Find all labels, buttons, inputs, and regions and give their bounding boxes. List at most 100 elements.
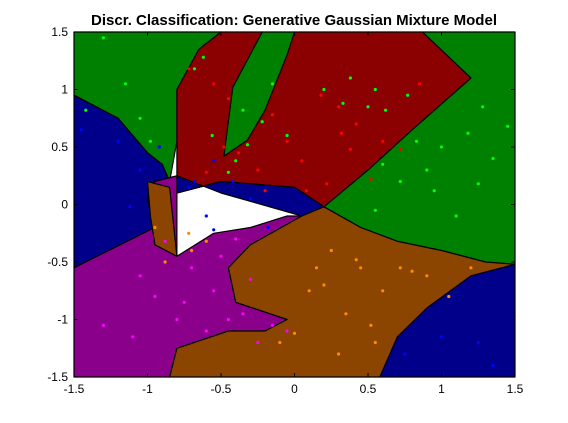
data-point [116,139,120,143]
data-point [481,105,485,109]
data-point [369,323,373,327]
data-point [307,289,311,293]
data-point [403,352,407,356]
data-point [190,266,194,270]
data-point [187,231,191,235]
x-tick-label: 0 [291,382,298,396]
data-point [439,335,444,339]
data-point [219,254,223,258]
y-tick-label: -0.5 [47,255,68,269]
data-point [314,266,319,270]
data-point [354,122,358,126]
decision-regions [73,31,516,378]
data-point [231,179,235,184]
data-point [344,312,348,316]
data-point [263,189,267,193]
data-point [234,237,238,241]
data-point [131,335,135,339]
data-point [285,139,289,143]
data-point [237,151,241,155]
x-tick-label: 1 [438,382,445,396]
data-point [292,331,297,335]
data-point [204,239,208,243]
data-point [491,156,495,161]
data-point [175,317,179,322]
data-point [138,116,142,120]
data-point [491,363,495,368]
data-point [322,87,326,92]
data-point [476,340,480,345]
x-tick-label: -1 [142,382,153,396]
data-point [201,55,205,59]
data-point [260,120,264,124]
data-point [226,97,230,101]
region-red [176,31,472,208]
data-point [270,82,275,86]
data-point [212,82,216,86]
data-point [476,182,480,186]
data-point [187,67,191,71]
x-tick-label: 0.5 [360,382,377,396]
data-point [256,340,260,345]
data-points [79,36,510,368]
data-point [506,124,510,128]
data-point [163,239,167,243]
data-point [348,76,352,80]
data-point [222,145,226,149]
data-point [447,294,451,299]
data-point [163,260,167,264]
data-point [366,105,370,109]
data-point [190,248,194,253]
x-tick-label: -1.5 [64,382,85,396]
data-point [341,101,345,105]
data-point [381,139,385,143]
data-point [469,266,473,270]
data-point [270,323,275,327]
x-tick-label: 1.5 [507,382,524,396]
data-point [337,352,341,356]
data-point [329,248,333,253]
data-point [84,108,88,112]
data-point [384,108,388,112]
data-point [101,323,105,327]
data-point [192,179,197,184]
data-point [425,274,429,278]
data-point [256,168,260,172]
data-point [285,133,289,138]
data-point [325,182,329,186]
data-point [373,87,377,92]
data-point [278,340,282,345]
data-point [212,228,216,232]
data-point [319,93,323,97]
data-point [270,113,275,117]
data-point [204,170,208,174]
data-point [153,225,157,230]
data-point [398,179,402,184]
data-point [337,105,341,109]
data-point [381,162,385,166]
x-tick-label: -0.5 [211,382,232,396]
data-point [354,258,358,262]
y-axis-tick-labels: -1.5 -1 -0.5 0 0.5 1 1.5 [47,25,68,384]
data-point [128,205,132,209]
data-point [359,266,363,270]
data-point [322,283,326,287]
data-point [138,168,142,172]
data-point [304,189,308,193]
data-point [398,266,402,270]
data-point [369,177,373,181]
data-point [466,131,470,135]
data-point [300,159,304,163]
x-axis-tick-labels: -1.5 -1 -0.5 0 0.5 1 1.5 [64,382,524,396]
y-tick-label: -1 [57,313,68,327]
data-point [157,145,161,149]
data-point [285,329,289,333]
data-point [439,145,444,149]
data-point [138,274,142,278]
data-point [454,214,458,218]
data-point [425,168,429,172]
data-point [226,317,230,322]
data-point [266,225,270,230]
data-point [187,185,191,189]
